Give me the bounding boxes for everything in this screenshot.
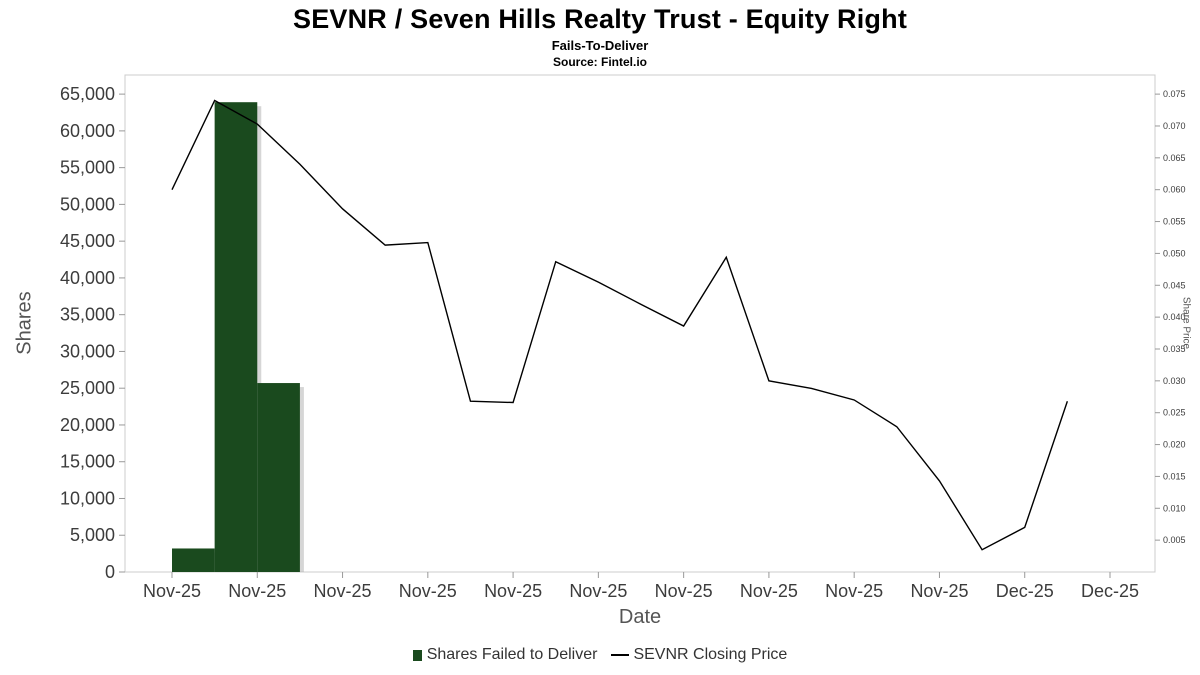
line-legend-label: SEVNR Closing Price <box>633 646 788 663</box>
y-left-tick-label: 50,000 <box>60 194 115 214</box>
x-tick-label: Dec-25 <box>1081 581 1139 601</box>
y-left-tick-label: 25,000 <box>60 378 115 398</box>
x-tick-label: Nov-25 <box>399 581 457 601</box>
y-right-tick-label: 0.015 <box>1163 471 1186 481</box>
x-tick-label: Nov-25 <box>228 581 286 601</box>
x-tick-label: Nov-25 <box>825 581 883 601</box>
x-tick-label: Nov-25 <box>143 581 201 601</box>
y-left-tick-label: 45,000 <box>60 231 115 251</box>
y-left-tick-label: 30,000 <box>60 341 115 361</box>
y-right-tick-label: 0.010 <box>1163 503 1186 513</box>
y-right-tick-label: 0.045 <box>1163 280 1186 290</box>
x-tick-label: Dec-25 <box>996 581 1054 601</box>
x-tick-label: Nov-25 <box>740 581 798 601</box>
y-right-tick-label: 0.075 <box>1163 89 1186 99</box>
legend-item-bars[interactable]: Shares Failed to Deliver <box>412 646 598 664</box>
x-tick-label: Nov-25 <box>484 581 542 601</box>
y-right-tick-label: 0.035 <box>1163 344 1186 354</box>
x-tick-label: Nov-25 <box>569 581 627 601</box>
line-legend-swatch <box>611 654 630 656</box>
y-right-tick-label: 0.070 <box>1163 121 1186 131</box>
y-left-tick-label: 10,000 <box>60 488 115 508</box>
y-axis-label-left: Shares <box>13 291 36 355</box>
y-right-tick-label: 0.005 <box>1163 535 1186 545</box>
bars-legend-label: Shares Failed to Deliver <box>426 646 598 663</box>
x-axis-label: Date <box>618 606 662 628</box>
chart-source: Source: Fintel.io <box>552 55 647 69</box>
legend: Shares Failed to Deliver SEVNR Closing P… <box>0 646 1200 664</box>
y-left-tick-label: 60,000 <box>60 121 115 141</box>
chart-header: SEVNR / Seven Hills Realty Trust - Equit… <box>0 4 1200 69</box>
ftd-bar <box>257 383 300 572</box>
chart-subtitle: Fails-To-Deliver <box>551 38 649 53</box>
y-right-tick-label: 0.065 <box>1163 153 1186 163</box>
ftd-bar <box>172 548 215 572</box>
y-left-tick-label: 0 <box>105 562 115 582</box>
y-left-tick-label: 35,000 <box>60 305 115 325</box>
price-line <box>171 99 1069 551</box>
y-right-tick-label: 0.030 <box>1163 376 1186 386</box>
legend-item-line[interactable]: SEVNR Closing Price <box>611 646 787 664</box>
x-tick-label: Nov-25 <box>655 581 713 601</box>
y-left-tick-label: 55,000 <box>60 158 115 178</box>
y-left-tick-label: 15,000 <box>60 452 115 472</box>
y-axis-label-right: Share Price <box>1180 296 1192 350</box>
x-tick-label: Nov-25 <box>910 581 968 601</box>
y-right-tick-label: 0.025 <box>1163 408 1186 418</box>
y-left-tick-label: 65,000 <box>60 84 115 104</box>
y-right-tick-label: 0.020 <box>1163 440 1186 450</box>
y-right-tick-label: 0.050 <box>1163 248 1186 258</box>
y-left-tick-label: 5,000 <box>70 525 115 545</box>
y-left-tick-label: 20,000 <box>60 415 115 435</box>
plot-border <box>124 74 1156 573</box>
bars-legend-swatch <box>412 649 422 661</box>
y-left-tick-label: 40,000 <box>60 268 115 288</box>
y-right-tick-label: 0.040 <box>1163 312 1186 322</box>
y-right-tick-label: 0.055 <box>1163 217 1186 227</box>
x-tick-label: Nov-25 <box>314 581 372 601</box>
ftd-bar <box>214 102 258 572</box>
y-right-tick-label: 0.060 <box>1163 185 1186 195</box>
chart-title: SEVNR / Seven Hills Realty Trust - Equit… <box>292 4 908 34</box>
